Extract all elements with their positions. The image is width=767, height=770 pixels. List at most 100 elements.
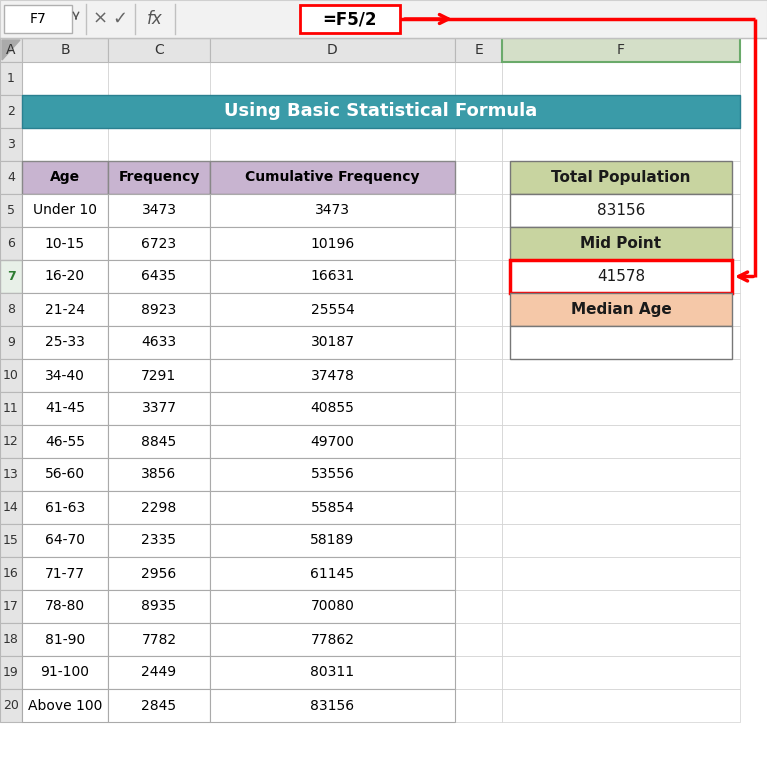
Bar: [108, 458, 210, 491]
Bar: [108, 557, 210, 590]
Bar: [0, 392, 22, 425]
Bar: [0, 590, 22, 623]
Bar: [108, 194, 210, 227]
Bar: [108, 689, 210, 722]
Bar: [108, 194, 210, 227]
Bar: [22, 590, 108, 623]
Bar: [455, 227, 502, 260]
Text: 41-45: 41-45: [45, 401, 85, 416]
Bar: [108, 128, 210, 161]
Bar: [455, 623, 502, 656]
Bar: [22, 194, 108, 227]
Bar: [0, 623, 22, 656]
Bar: [108, 557, 210, 590]
Text: 6: 6: [7, 237, 15, 250]
Bar: [108, 326, 210, 359]
Text: 7782: 7782: [141, 632, 176, 647]
Text: 17: 17: [3, 600, 19, 613]
Bar: [455, 689, 502, 722]
Bar: [22, 623, 108, 656]
Bar: [210, 557, 455, 590]
Bar: [510, 227, 732, 260]
Bar: [22, 95, 108, 128]
Text: 4: 4: [7, 171, 15, 184]
Bar: [108, 590, 210, 623]
Bar: [108, 293, 210, 326]
Bar: [510, 260, 732, 293]
Bar: [455, 194, 502, 227]
Text: Under 10: Under 10: [33, 203, 97, 217]
Text: 5: 5: [7, 204, 15, 217]
Bar: [455, 128, 502, 161]
Bar: [455, 425, 502, 458]
Bar: [108, 425, 210, 458]
Bar: [502, 62, 740, 95]
Bar: [108, 590, 210, 623]
Text: 10-15: 10-15: [45, 236, 85, 250]
Bar: [0, 194, 22, 227]
Bar: [22, 326, 108, 359]
Bar: [502, 161, 740, 194]
Bar: [210, 326, 455, 359]
Bar: [210, 293, 455, 326]
Text: 83156: 83156: [597, 203, 645, 218]
Bar: [210, 194, 455, 227]
Bar: [108, 95, 210, 128]
Polygon shape: [0, 38, 22, 62]
Bar: [0, 326, 22, 359]
Text: 3856: 3856: [141, 467, 176, 481]
Bar: [510, 293, 732, 326]
Bar: [108, 326, 210, 359]
Text: 81-90: 81-90: [45, 632, 85, 647]
Bar: [108, 425, 210, 458]
Bar: [0, 293, 22, 326]
Text: B: B: [60, 43, 70, 57]
Bar: [0, 359, 22, 392]
Bar: [0, 227, 22, 260]
Text: ✓: ✓: [113, 10, 127, 28]
Bar: [455, 491, 502, 524]
Text: 6723: 6723: [141, 236, 176, 250]
Bar: [210, 689, 455, 722]
Bar: [22, 557, 108, 590]
Text: 6435: 6435: [141, 270, 176, 283]
Bar: [108, 623, 210, 656]
Bar: [210, 623, 455, 656]
Text: 14: 14: [3, 501, 19, 514]
Text: 9: 9: [7, 336, 15, 349]
Bar: [502, 425, 740, 458]
Bar: [210, 194, 455, 227]
Bar: [0, 623, 22, 656]
Bar: [22, 161, 108, 194]
Bar: [22, 392, 108, 425]
Bar: [455, 62, 502, 95]
Bar: [502, 326, 740, 359]
Bar: [210, 161, 455, 194]
Bar: [210, 392, 455, 425]
Bar: [22, 194, 108, 227]
Text: 19: 19: [3, 666, 19, 679]
Bar: [455, 590, 502, 623]
Bar: [108, 623, 210, 656]
Bar: [22, 359, 108, 392]
Bar: [210, 62, 455, 95]
Text: 77862: 77862: [311, 632, 354, 647]
Bar: [0, 425, 22, 458]
Text: Above 100: Above 100: [28, 698, 102, 712]
Bar: [502, 590, 740, 623]
Text: Using Basic Statistical Formula: Using Basic Statistical Formula: [225, 102, 538, 120]
Bar: [22, 656, 108, 689]
Bar: [0, 524, 22, 557]
Bar: [108, 38, 210, 62]
Bar: [108, 689, 210, 722]
Bar: [108, 524, 210, 557]
Bar: [22, 260, 108, 293]
Bar: [22, 359, 108, 392]
Bar: [22, 458, 108, 491]
Bar: [108, 392, 210, 425]
Bar: [22, 491, 108, 524]
Bar: [22, 425, 108, 458]
Bar: [0, 0, 767, 38]
Text: 2335: 2335: [141, 534, 176, 547]
Bar: [210, 359, 455, 392]
